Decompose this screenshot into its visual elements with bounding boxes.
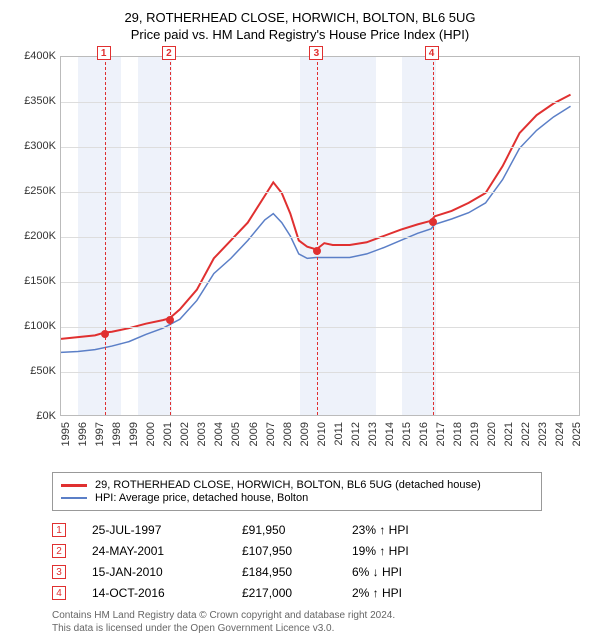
y-tick-label: £250K [24, 185, 56, 197]
marker-box: 4 [425, 46, 439, 60]
transaction-row: 224-MAY-2001£107,95019% ↑ HPI [52, 540, 580, 561]
x-tick-label: 2021 [503, 422, 515, 446]
legend-swatch [61, 484, 87, 487]
tx-marker: 3 [52, 564, 92, 579]
x-tick-label: 2011 [333, 422, 345, 446]
transaction-row: 414-OCT-2016£217,0002% ↑ HPI [52, 582, 580, 603]
x-tick-label: 2005 [230, 422, 242, 446]
y-tick-label: £0K [36, 410, 56, 422]
transaction-dot [313, 247, 321, 255]
transaction-dot [429, 218, 437, 226]
transaction-dot [101, 330, 109, 338]
legend-item: 29, ROTHERHEAD CLOSE, HORWICH, BOLTON, B… [61, 479, 533, 491]
x-tick-label: 2006 [248, 422, 260, 446]
tx-price: £107,950 [242, 544, 352, 558]
line-svg [61, 57, 579, 415]
y-tick-label: £350K [24, 95, 56, 107]
tx-date: 25-JUL-1997 [92, 523, 242, 537]
x-tick-label: 2025 [571, 422, 583, 446]
x-tick-label: 1999 [128, 422, 140, 446]
x-tick-label: 2023 [537, 422, 549, 446]
y-tick-label: £50K [30, 365, 56, 377]
legend-label: 29, ROTHERHEAD CLOSE, HORWICH, BOLTON, B… [95, 479, 481, 491]
x-tick-label: 2002 [179, 422, 191, 446]
x-tick-label: 2014 [384, 422, 396, 446]
x-tick-label: 2015 [401, 422, 413, 446]
marker-box: 2 [162, 46, 176, 60]
x-tick-label: 2003 [196, 422, 208, 446]
series-hpi [61, 106, 571, 352]
legend: 29, ROTHERHEAD CLOSE, HORWICH, BOLTON, B… [52, 472, 542, 511]
transactions-table: 125-JUL-1997£91,95023% ↑ HPI224-MAY-2001… [52, 519, 580, 603]
x-tick-label: 1997 [94, 422, 106, 446]
x-tick-label: 2001 [162, 422, 174, 446]
x-tick-label: 2009 [299, 422, 311, 446]
marker-box: 3 [309, 46, 323, 60]
x-tick-label: 2022 [520, 422, 532, 446]
tx-date: 14-OCT-2016 [92, 586, 242, 600]
x-tick-label: 2019 [469, 422, 481, 446]
tx-price: £91,950 [242, 523, 352, 537]
x-tick-label: 2007 [265, 422, 277, 446]
plot-area [60, 56, 580, 416]
x-tick-label: 2020 [486, 422, 498, 446]
tx-marker: 1 [52, 522, 92, 537]
chart-area: £0K £50K £100K £150K £200K £250K £300K £350K £40… [12, 46, 588, 466]
tx-price: £184,950 [242, 565, 352, 579]
series-price_paid [61, 95, 571, 339]
tx-delta: 2% ↑ HPI [352, 586, 482, 600]
tx-date: 24-MAY-2001 [92, 544, 242, 558]
y-tick-label: £100K [24, 320, 56, 332]
tx-price: £217,000 [242, 586, 352, 600]
transaction-dot [166, 316, 174, 324]
transaction-row: 125-JUL-1997£91,95023% ↑ HPI [52, 519, 580, 540]
footer-line: Contains HM Land Registry data © Crown c… [52, 609, 580, 622]
x-tick-label: 2018 [452, 422, 464, 446]
y-tick-label: £150K [24, 275, 56, 287]
footer: Contains HM Land Registry data © Crown c… [52, 609, 580, 635]
title-line-1: 29, ROTHERHEAD CLOSE, HORWICH, BOLTON, B… [12, 10, 588, 25]
tx-delta: 19% ↑ HPI [352, 544, 482, 558]
y-tick-label: £300K [24, 140, 56, 152]
marker-box: 1 [97, 46, 111, 60]
x-tick-label: 2004 [213, 422, 225, 446]
x-tick-label: 2024 [554, 422, 566, 446]
legend-label: HPI: Average price, detached house, Bolt… [95, 492, 308, 504]
x-tick-label: 2013 [367, 422, 379, 446]
tx-delta: 23% ↑ HPI [352, 523, 482, 537]
tx-marker: 4 [52, 585, 92, 600]
x-tick-label: 2010 [316, 422, 328, 446]
x-tick-label: 2017 [435, 422, 447, 446]
title-line-2: Price paid vs. HM Land Registry's House … [12, 27, 588, 42]
x-tick-label: 2008 [282, 422, 294, 446]
legend-swatch [61, 497, 87, 499]
tx-date: 15-JAN-2010 [92, 565, 242, 579]
x-tick-label: 2016 [418, 422, 430, 446]
tx-marker: 2 [52, 543, 92, 558]
tx-delta: 6% ↓ HPI [352, 565, 482, 579]
footer-line: This data is licensed under the Open Gov… [52, 622, 580, 635]
y-tick-label: £400K [24, 50, 56, 62]
x-tick-label: 1995 [60, 422, 72, 446]
x-tick-label: 2012 [350, 422, 362, 446]
transaction-row: 315-JAN-2010£184,9506% ↓ HPI [52, 561, 580, 582]
x-tick-label: 2000 [145, 422, 157, 446]
x-tick-label: 1996 [77, 422, 89, 446]
x-tick-label: 1998 [111, 422, 123, 446]
legend-item: HPI: Average price, detached house, Bolt… [61, 492, 533, 504]
chart-container: 29, ROTHERHEAD CLOSE, HORWICH, BOLTON, B… [0, 0, 600, 641]
y-tick-label: £200K [24, 230, 56, 242]
